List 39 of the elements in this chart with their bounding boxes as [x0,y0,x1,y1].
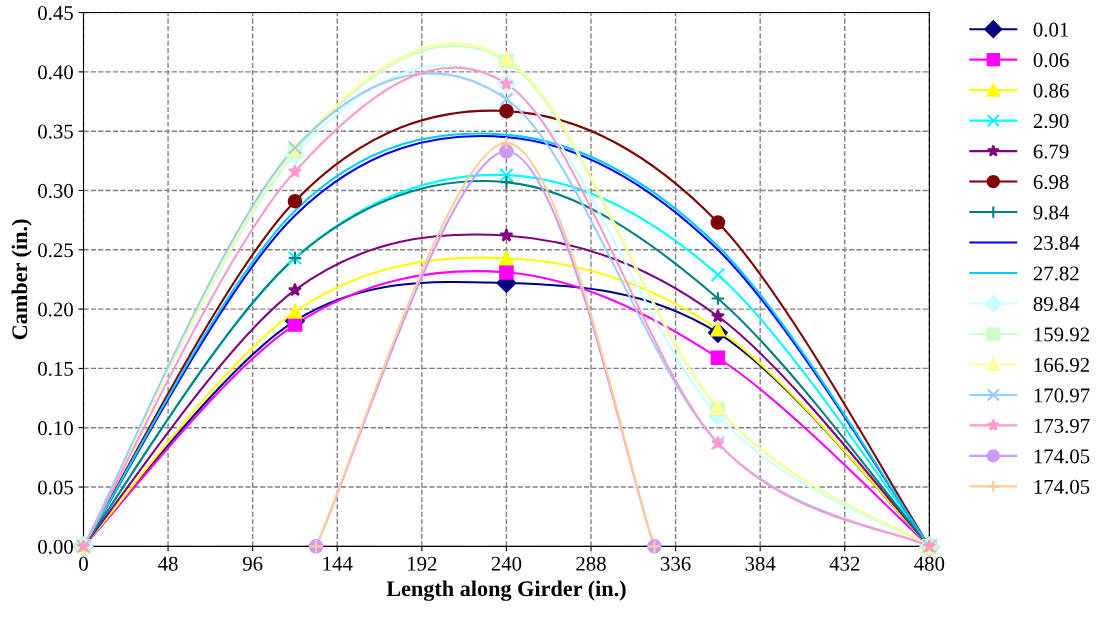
x-tick-label: 432 [829,556,860,571]
legend-label: 174.05 [1034,449,1090,464]
y-tick-label: 0.10 [38,421,73,436]
legend-label: 2.90 [1033,114,1069,129]
x-axis-title: Length along Girder (in.) [386,580,626,601]
legend-label: 0.06 [1033,53,1069,68]
x-tick-label: 384 [745,556,776,571]
y-tick-label: 0.40 [38,65,73,80]
legend-label: 6.98 [1033,175,1069,190]
y-tick-label: 0.30 [38,183,73,199]
legend-label: 23.84 [1033,235,1080,251]
x-tick-label: 0 [79,556,88,571]
legend-label: 166.92 [1034,357,1090,373]
x-tick-label: 480 [914,556,945,571]
legend-label: 0.01 [1033,22,1069,37]
x-tick-label: 288 [576,556,606,571]
y-tick-label: 0.05 [38,480,73,495]
legend-label: 173.97 [1034,418,1090,433]
y-tick-label: 0.00 [38,539,73,554]
y-tick-label: 0.45 [38,5,73,21]
x-tick-label: 144 [323,556,353,571]
y-tick-label: 0.25 [38,243,73,258]
legend-label: 27.82 [1033,266,1079,281]
legend-label: 6.79 [1033,144,1069,159]
legend-label: 159.92 [1034,327,1090,342]
legend-label: 9.84 [1033,205,1069,220]
x-tick-label: 96 [242,556,263,571]
legend-label: 0.86 [1033,83,1069,98]
y-tick-label: 0.20 [38,302,73,317]
x-tick-label: 48 [158,556,178,571]
y-tick-label: 0.35 [38,124,73,139]
y-axis-title: Camber (in.) [11,219,32,340]
x-tick-label: 192 [408,556,437,571]
y-tick-label: 0.15 [38,361,73,376]
x-tick-label: 336 [660,556,691,571]
legend-label: 89.84 [1033,296,1080,312]
legend-label: 174.05 [1034,479,1090,494]
x-tick-label: 240 [491,556,522,571]
legend-label: 170.97 [1034,388,1090,403]
